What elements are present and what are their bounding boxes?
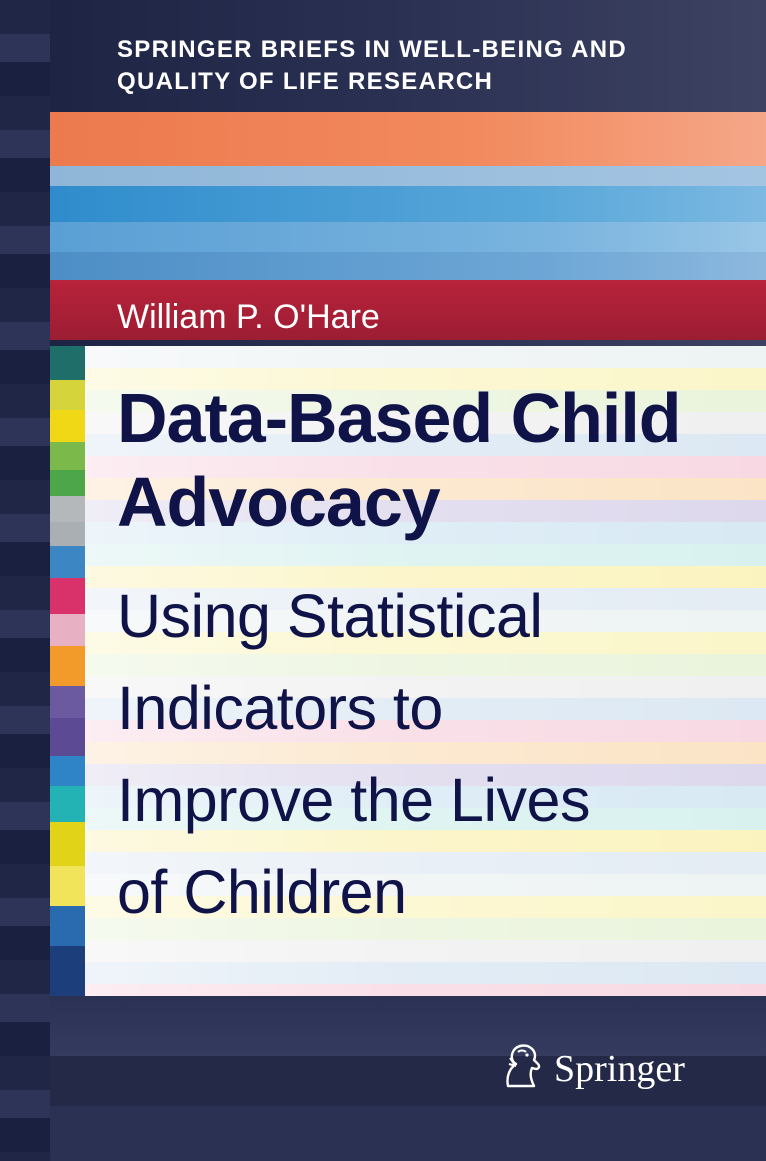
- light-blue-stripe: [50, 166, 766, 186]
- series-title: SPRINGER BRIEFS IN WELL-BEING AND QUALIT…: [117, 34, 627, 98]
- blue-stripe-1: [50, 186, 766, 222]
- title-line-1: Data-Based Child: [117, 379, 682, 457]
- blue-stripe-2: [50, 222, 766, 252]
- series-line-2: QUALITY OF LIFE RESEARCH: [117, 68, 494, 95]
- book-title: Data-Based Child Advocacy: [117, 376, 682, 544]
- red-stripe: [50, 280, 766, 340]
- subtitle-line-3: Improve the Lives: [117, 766, 590, 834]
- left-edge-bands: [0, 0, 50, 1161]
- series-line-1: SPRINGER BRIEFS IN WELL-BEING AND: [117, 36, 628, 63]
- author-name: William P. O'Hare: [117, 298, 380, 336]
- lower-band: [50, 996, 766, 1161]
- blue-stripe-3: [50, 252, 766, 280]
- color-stripes: [50, 112, 766, 1012]
- subtitle-line-1: Using Statistical: [117, 582, 543, 650]
- title-panel: [85, 346, 766, 996]
- publisher-logo: Springer: [500, 1042, 685, 1095]
- title-line-2: Advocacy: [117, 463, 441, 541]
- orange-stripe: [50, 112, 766, 166]
- publisher-name: Springer: [554, 1047, 685, 1090]
- springer-horse-icon: [500, 1042, 544, 1095]
- subtitle-line-4: of Children: [117, 858, 407, 926]
- book-subtitle: Using Statistical Indicators to Improve …: [117, 570, 757, 938]
- left-color-blocks: [50, 346, 85, 996]
- subtitle-line-2: Indicators to: [117, 674, 443, 742]
